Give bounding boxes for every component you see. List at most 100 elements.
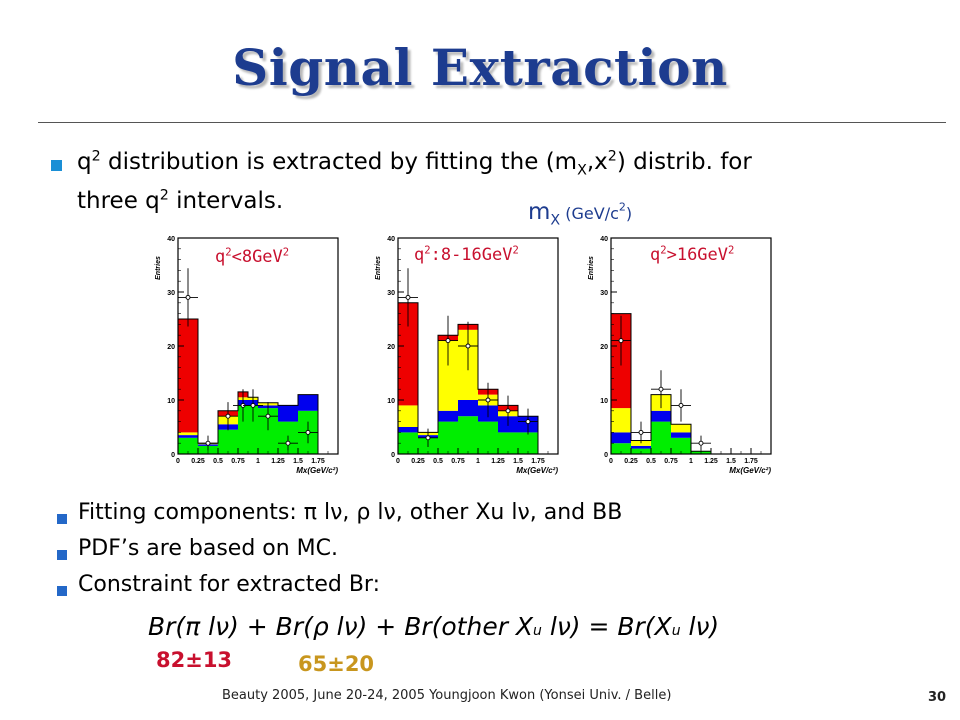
x-tick-label: 1.5 — [726, 458, 736, 465]
panel-label-q2-high: q2>16GeV2 — [650, 244, 735, 265]
bar-yellow — [178, 432, 198, 436]
histogram-q2-mid: 0 10 20 30 40 0 0.25 0.5 0.75 1 1.25 1.5 1.75 Entries… — [375, 236, 559, 475]
y-tick-label: 20 — [167, 344, 175, 351]
x-tick-label: 0 — [396, 458, 400, 465]
bar-yellow — [611, 408, 631, 433]
y-tick-label: 30 — [167, 290, 175, 297]
x-tick-label: 0.25 — [624, 458, 638, 465]
x-tick-label: 1.25 — [704, 458, 718, 465]
bar-green — [458, 416, 478, 454]
bar-blue — [298, 394, 318, 411]
y-tick-label: 0 — [171, 452, 175, 459]
x-tick-label: 1.5 — [513, 458, 523, 465]
bullet-fitting-components: Fitting components: π lν, ρ lν, other Xu… — [78, 500, 623, 525]
bar-blue — [631, 445, 651, 449]
bar-green — [178, 437, 198, 454]
data-point — [485, 397, 491, 403]
data-point — [445, 338, 451, 344]
slide-title: Signal Extraction — [232, 38, 728, 97]
bullet1-line2: three q2 intervals. — [77, 187, 284, 214]
bar-red — [178, 319, 198, 433]
x-tick-label: 0.25 — [411, 458, 425, 465]
bar-green — [218, 429, 238, 454]
data-point — [405, 294, 411, 300]
data-point — [658, 386, 664, 392]
bar-green — [398, 432, 418, 454]
br-rho-value: 65±20 — [298, 652, 375, 676]
data-point — [638, 429, 644, 435]
x-tick-label: 0.75 — [664, 458, 678, 465]
y-tick-label: 30 — [387, 290, 395, 297]
bullet-square — [51, 160, 62, 171]
y-tick-label: 0 — [391, 452, 395, 459]
bullet-square — [57, 586, 67, 596]
x-tick-label: 1.75 — [311, 458, 325, 465]
bar-blue — [671, 432, 691, 438]
x-tick-label: 1 — [689, 458, 693, 465]
y-axis-label: Entries — [588, 256, 595, 280]
bar-blue — [458, 400, 478, 417]
panel-label-q2-mid: q2:8-16GeV2 — [414, 244, 519, 265]
histogram-outline — [177, 318, 319, 454]
data-point — [265, 413, 271, 419]
x-tick-label: 1 — [476, 458, 480, 465]
bar-green — [611, 443, 631, 454]
br-pi-value: 82±13 — [156, 648, 233, 672]
bar-blue — [651, 410, 671, 422]
y-axis-label: Entries — [375, 256, 382, 280]
x-tick-label: 1.75 — [531, 458, 545, 465]
mx-axis-label: mX (GeV/c2) — [528, 199, 633, 229]
bar-yellow — [398, 405, 418, 427]
x-tick-label: 1.5 — [293, 458, 303, 465]
data-point — [285, 440, 291, 446]
x-tick-label: 0.75 — [231, 458, 245, 465]
x-tick-label: 0 — [609, 458, 613, 465]
y-tick-label: 40 — [167, 236, 175, 243]
histogram-q2-high: 0 10 20 30 40 0 0.25 0.5 0.75 1 1.25 1.5 1.75 Entries… — [588, 236, 772, 475]
histogram-q2-low: 0 10 20 30 40 0 0.25 0.5 0.75 1 1.25 1.5 1.75 Entries… — [155, 236, 339, 475]
y-tick-label: 40 — [600, 236, 608, 243]
bar-green — [258, 408, 278, 454]
y-tick-label: 30 — [600, 290, 608, 297]
bar-green — [438, 421, 458, 454]
y-tick-label: 40 — [387, 236, 395, 243]
y-tick-label: 10 — [600, 398, 608, 405]
bar-green — [478, 421, 498, 454]
bullet1-line1: q2 distribution is extracted by fitting … — [77, 148, 752, 179]
data-point — [618, 338, 624, 344]
data-point — [305, 429, 311, 435]
bullet-square — [57, 514, 67, 524]
bar-blue — [398, 427, 418, 433]
y-tick-label: 10 — [387, 398, 395, 405]
bullet-square — [57, 550, 67, 560]
data-point — [465, 343, 471, 349]
bar-yellow — [631, 440, 651, 446]
data-point — [185, 294, 191, 300]
data-point — [425, 435, 431, 441]
bar-blue — [178, 435, 198, 438]
data-point — [505, 408, 511, 414]
bullet-pdfs: PDF’s are based on MC. — [78, 536, 339, 561]
x-tick-label: 0.75 — [451, 458, 465, 465]
bar-green — [248, 405, 258, 454]
data-point — [225, 413, 231, 419]
bar-yellow — [671, 424, 691, 433]
x-tick-label: 1 — [256, 458, 260, 465]
data-point — [698, 440, 704, 446]
bar-green — [651, 421, 671, 454]
y-tick-label: 20 — [600, 344, 608, 351]
bar-green — [498, 432, 518, 454]
y-tick-label: 20 — [387, 344, 395, 351]
panel-label-q2-low: q2<8GeV2 — [215, 246, 290, 267]
bar-blue — [611, 432, 631, 444]
plot-frame — [610, 237, 772, 455]
bar-red — [398, 302, 418, 406]
title-divider — [38, 122, 946, 123]
data-point — [205, 440, 211, 446]
y-tick-label: 10 — [167, 398, 175, 405]
bar-yellow — [438, 340, 458, 411]
bar-green — [671, 437, 691, 454]
y-tick-label: 0 — [604, 452, 608, 459]
x-tick-label: 1.75 — [744, 458, 758, 465]
footer-text: Beauty 2005, June 20-24, 2005 Youngjoon … — [222, 688, 672, 703]
